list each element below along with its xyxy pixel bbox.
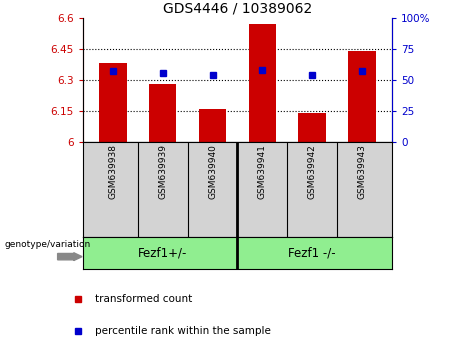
Bar [99, 63, 127, 142]
Text: Fezf1 -/-: Fezf1 -/- [288, 247, 336, 259]
Text: transformed count: transformed count [95, 295, 193, 304]
Text: GSM639939: GSM639939 [158, 144, 167, 199]
Text: GSM639940: GSM639940 [208, 144, 217, 199]
Title: GDS4446 / 10389062: GDS4446 / 10389062 [163, 1, 312, 15]
Text: genotype/variation: genotype/variation [5, 240, 91, 249]
Text: Fezf1+/-: Fezf1+/- [138, 247, 187, 259]
Text: GSM639943: GSM639943 [357, 144, 366, 199]
Bar [199, 109, 226, 142]
Bar [298, 113, 326, 142]
Text: GSM639941: GSM639941 [258, 144, 267, 199]
Bar [149, 84, 177, 142]
Bar [248, 24, 276, 142]
Text: percentile rank within the sample: percentile rank within the sample [95, 326, 272, 336]
Bar [348, 51, 376, 142]
Text: GSM639942: GSM639942 [307, 144, 317, 199]
Text: GSM639938: GSM639938 [108, 144, 118, 199]
